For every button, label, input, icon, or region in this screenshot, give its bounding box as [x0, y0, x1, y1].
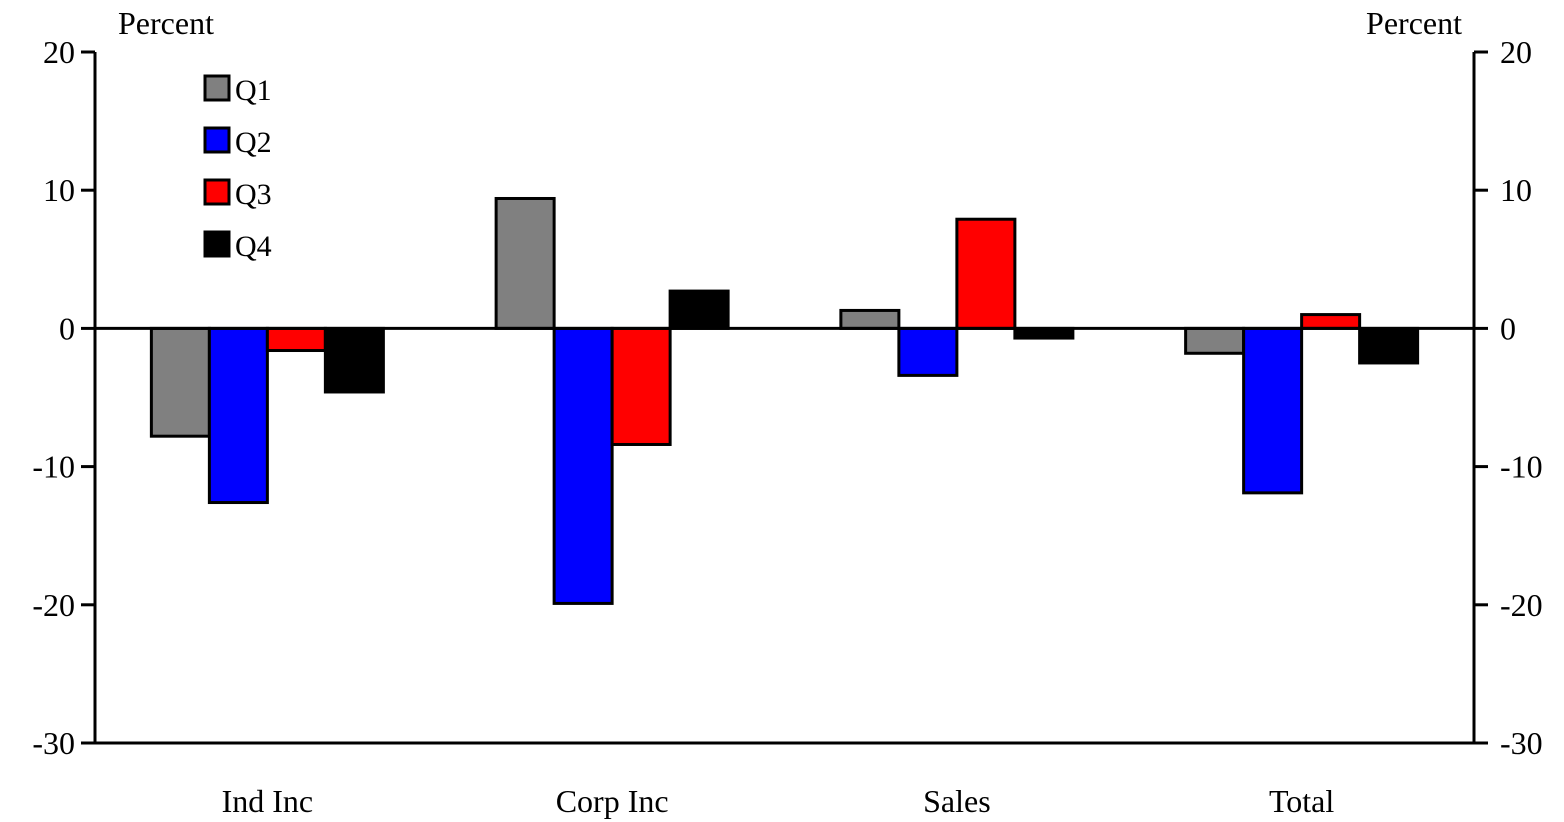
left-tick-label: -10	[32, 449, 75, 485]
bar-q3-ind-inc	[265, 326, 327, 353]
bar-q3-total	[1300, 313, 1362, 330]
left-tick-label: -30	[32, 725, 75, 761]
legend-label-q3: Q3	[235, 178, 272, 211]
right-tick-label: 0	[1500, 310, 1516, 346]
bar-q4-ind-inc	[323, 326, 385, 394]
category-label: Ind Inc	[222, 783, 314, 819]
right-axis-unit-label: Percent	[1366, 5, 1462, 41]
legend-label-q2: Q2	[235, 126, 272, 159]
left-axis-unit-label: Percent	[118, 5, 214, 41]
bar-q2-ind-inc	[207, 326, 269, 505]
right-tick-label: -20	[1500, 587, 1543, 623]
bar-q4-corp-inc	[668, 289, 730, 330]
bar-q2-total	[1242, 326, 1304, 495]
right-tick-label: 20	[1500, 34, 1532, 70]
plot-area: 20 20 10 10 0 0 -10 -10 -20 -20 -30 -30 Ind Inc Corp …	[32, 34, 1542, 819]
legend-label-q1: Q1	[235, 74, 272, 107]
bar-q2-corp-inc	[552, 326, 614, 605]
bar-q3-sales	[955, 217, 1017, 330]
left-tick-label: 10	[43, 172, 75, 208]
category-label: Sales	[923, 783, 991, 819]
legend-swatch-q1	[203, 74, 231, 102]
right-tick-label: 10	[1500, 172, 1532, 208]
left-tick-label: -20	[32, 587, 75, 623]
category-label: Corp Inc	[556, 783, 669, 819]
legend-swatch-q4	[203, 230, 231, 258]
bar-q1-corp-inc	[494, 196, 556, 330]
right-tick-label: -10	[1500, 449, 1543, 485]
right-tick-label: -30	[1500, 725, 1543, 761]
left-tick-label: 0	[59, 310, 75, 346]
legend-swatch-q2	[203, 126, 231, 154]
left-tick-label: 20	[43, 34, 75, 70]
bar-q1-ind-inc	[149, 326, 211, 438]
legend-swatch-q3	[203, 178, 231, 206]
legend-label-q4: Q4	[235, 230, 272, 263]
bar-q1-total	[1184, 326, 1246, 355]
bar-q4-total	[1358, 326, 1420, 365]
category-label: Total	[1269, 783, 1334, 819]
bar-q1-sales	[839, 308, 901, 330]
bar-q3-corp-inc	[610, 326, 672, 446]
bar-q2-sales	[897, 326, 959, 377]
